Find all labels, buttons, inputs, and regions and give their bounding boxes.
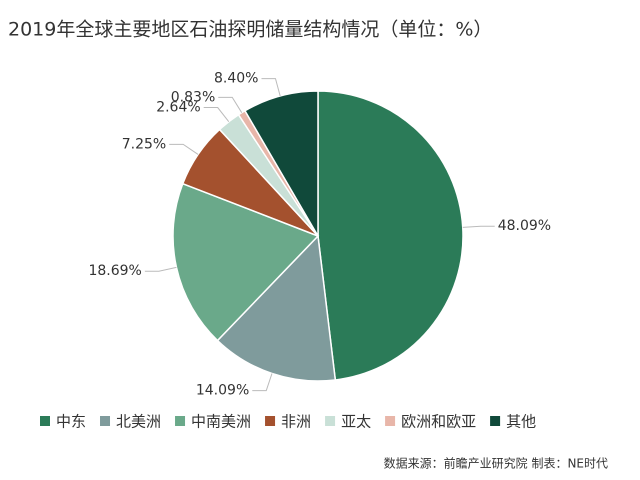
leader-line (203, 107, 230, 123)
legend-swatch (490, 416, 501, 426)
legend-swatch (175, 416, 186, 426)
data-label: 48.09% (498, 218, 551, 234)
source-note: 数据来源：前瞻产业研究院 制表：NE时代 (384, 456, 608, 471)
legend-label: 其他 (506, 413, 536, 431)
legend-label: 欧洲和欧亚 (401, 413, 476, 431)
legend-label: 北美洲 (116, 413, 161, 431)
legend-swatch (325, 416, 336, 426)
data-label: 7.25% (122, 136, 166, 152)
chart-title: 2019年全球主要地区石油探明储量结构情况（单位：%） (8, 19, 492, 41)
data-label: 14.09% (196, 383, 249, 399)
legend-swatch (40, 416, 50, 426)
data-label: 2.64% (156, 100, 200, 116)
leader-line (169, 143, 199, 155)
pie-slice (172, 182, 320, 342)
data-label: 0.83% (171, 89, 215, 105)
legend-swatch (100, 416, 111, 426)
legend-label: 中南美洲 (191, 413, 251, 431)
data-label: 8.40% (214, 71, 258, 87)
leader-line (261, 78, 281, 97)
leader-line (252, 373, 273, 392)
legend-swatch (385, 416, 396, 426)
legend-label: 非洲 (281, 413, 311, 431)
legend-label: 亚太 (341, 413, 371, 431)
pie-slice (216, 234, 337, 382)
leader-line (218, 96, 243, 113)
legend-swatch (265, 416, 276, 426)
legend-label: 中东 (56, 413, 86, 431)
leader-line (144, 266, 177, 272)
leader-line (462, 225, 495, 228)
pie-slice (317, 90, 464, 381)
pie-slice (243, 90, 319, 239)
data-label: 18.69% (88, 263, 141, 279)
